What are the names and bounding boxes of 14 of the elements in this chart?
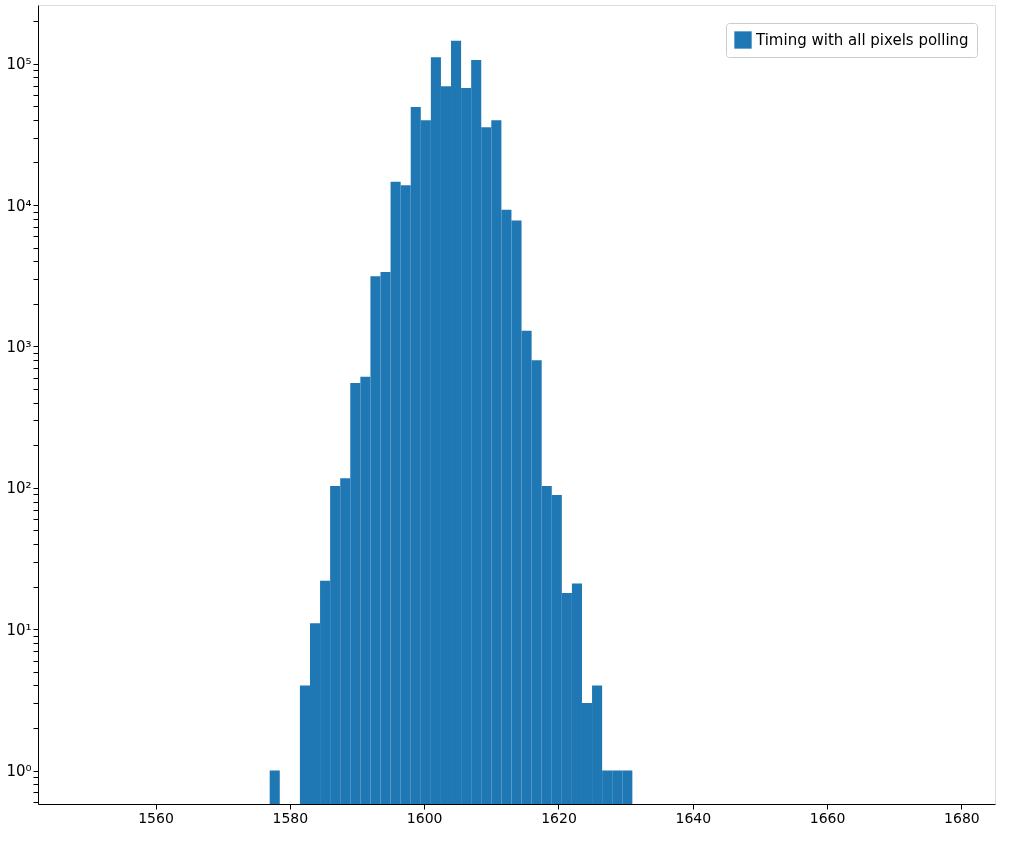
y-tick-label: 10⁰ bbox=[6, 762, 32, 781]
x-tick-label: 1600 bbox=[406, 809, 443, 826]
y-tick-label: 10² bbox=[6, 479, 32, 498]
x-tick-label: 1560 bbox=[138, 809, 174, 826]
legend-label: Timing with all pixels polling bbox=[755, 31, 969, 49]
x-tick-label: 1640 bbox=[675, 809, 712, 826]
y-tick-label: 10³ bbox=[6, 337, 32, 356]
x-tick-label: 1660 bbox=[809, 809, 846, 826]
y-tick-label: 10⁵ bbox=[6, 55, 32, 74]
y-tick-label: 10¹ bbox=[6, 620, 32, 639]
x-tick-label: 1680 bbox=[944, 809, 980, 826]
y-tick-label: 10⁴ bbox=[6, 196, 32, 215]
x-tick-label: 1580 bbox=[272, 809, 309, 826]
x-tick-label: 1620 bbox=[541, 809, 577, 826]
